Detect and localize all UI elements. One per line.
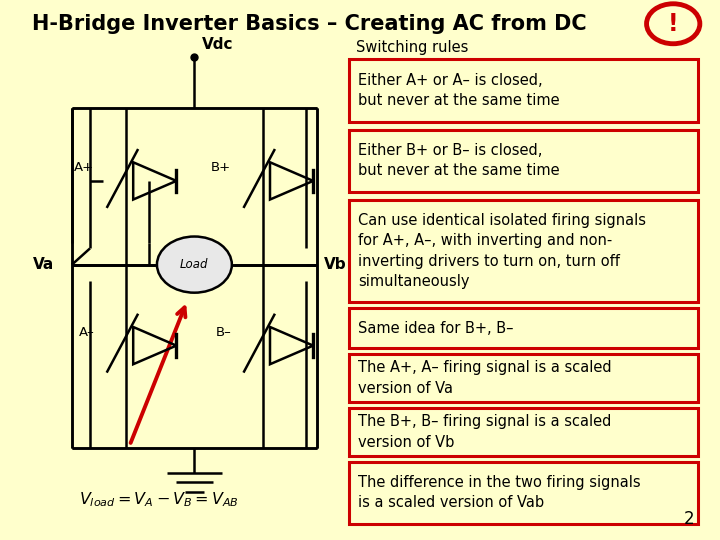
Text: B+: B+ [211, 161, 231, 174]
FancyBboxPatch shape [349, 462, 698, 524]
FancyBboxPatch shape [349, 308, 698, 348]
Text: 2: 2 [684, 510, 695, 529]
Text: The difference in the two firing signals
is a scaled version of Vab: The difference in the two firing signals… [358, 475, 641, 510]
Text: A+: A+ [74, 161, 94, 174]
FancyBboxPatch shape [349, 354, 698, 402]
FancyBboxPatch shape [349, 130, 698, 192]
Text: Either A+ or A– is closed,
but never at the same time: Either A+ or A– is closed, but never at … [358, 73, 559, 108]
Bar [0, 0, 346, 540]
Text: The B+, B– firing signal is a scaled
version of Vb: The B+, B– firing signal is a scaled ver… [358, 414, 611, 450]
Text: Same idea for B+, B–: Same idea for B+, B– [358, 321, 513, 335]
Text: Vdc: Vdc [202, 37, 233, 52]
Text: Load: Load [180, 258, 209, 271]
FancyBboxPatch shape [349, 200, 698, 302]
Text: Either B+ or B– is closed,
but never at the same time: Either B+ or B– is closed, but never at … [358, 143, 559, 178]
Text: $V_{load}=V_A-V_B=V_{AB}$: $V_{load}=V_A-V_B=V_{AB}$ [79, 490, 239, 509]
Circle shape [157, 237, 232, 293]
Text: The A+, A– firing signal is a scaled
version of Va: The A+, A– firing signal is a scaled ver… [358, 360, 611, 396]
Text: !: ! [668, 12, 678, 36]
Text: Va: Va [32, 257, 54, 272]
Text: Can use identical isolated firing signals
for A+, A–, with inverting and non-
in: Can use identical isolated firing signal… [358, 213, 646, 289]
Text: A–: A– [78, 326, 94, 339]
Text: H-Bridge Inverter Basics – Creating AC from DC: H-Bridge Inverter Basics – Creating AC f… [32, 14, 587, 35]
FancyBboxPatch shape [349, 59, 698, 122]
FancyBboxPatch shape [349, 408, 698, 456]
Text: Vb: Vb [324, 257, 346, 272]
Text: Switching rules: Switching rules [356, 40, 469, 55]
Text: B–: B– [215, 326, 231, 339]
